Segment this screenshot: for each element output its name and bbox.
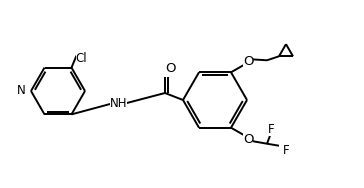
Text: NH: NH xyxy=(110,97,127,110)
Text: F: F xyxy=(283,144,289,157)
Text: Cl: Cl xyxy=(75,52,87,65)
Text: N: N xyxy=(17,84,26,98)
Text: O: O xyxy=(243,133,253,146)
Text: F: F xyxy=(268,123,274,136)
Text: O: O xyxy=(243,55,253,68)
Text: O: O xyxy=(166,62,176,76)
